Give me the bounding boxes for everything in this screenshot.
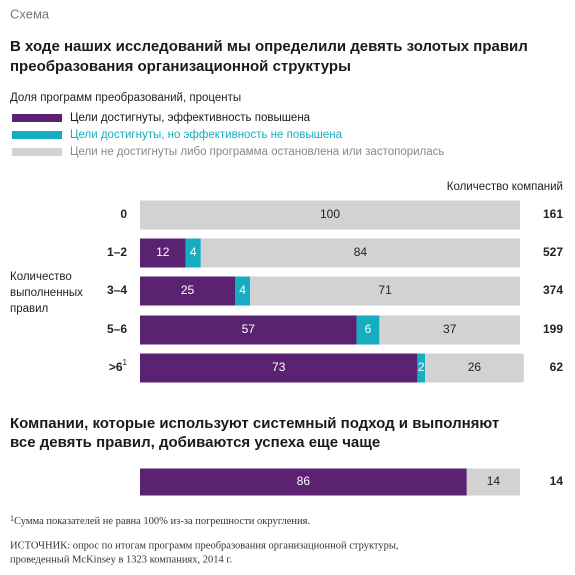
source: проведенный McKinsey в 1323 компаниях, 2… bbox=[10, 554, 232, 565]
value-label: 100 bbox=[320, 207, 340, 221]
y-axis-label: выполненных bbox=[10, 287, 83, 299]
footnote-text: Сумма показателей не равна 100% из-за по… bbox=[14, 516, 310, 527]
value-label: 2 bbox=[418, 360, 425, 374]
bar-segment bbox=[235, 276, 251, 306]
value-label: 4 bbox=[190, 245, 197, 259]
bar-segment bbox=[140, 468, 467, 496]
category-label: >61 bbox=[109, 358, 128, 374]
value-label: 57 bbox=[242, 322, 256, 336]
category-label: 3–4 bbox=[107, 283, 127, 297]
bar-segment bbox=[185, 238, 201, 268]
value-label: 6 bbox=[365, 322, 372, 336]
bar-segment bbox=[425, 353, 524, 383]
chart-title: преобразования организационной структуры bbox=[10, 58, 351, 75]
category-label: 5–6 bbox=[107, 322, 127, 336]
footnote-mark: 1 bbox=[10, 514, 14, 523]
chart-title: все девять правил, добиваются успеха еще… bbox=[10, 434, 380, 451]
footnote-mark: 1 bbox=[123, 358, 128, 367]
company-count: 14 bbox=[550, 474, 564, 488]
company-count: 62 bbox=[550, 360, 564, 374]
value-label: 71 bbox=[378, 283, 392, 297]
category-label: 0 bbox=[120, 207, 127, 221]
legend-entry: Цели достигнуты, но эффективность не пов… bbox=[70, 129, 343, 141]
legend-entry: Цели не достигнуты либо программа остано… bbox=[70, 146, 444, 158]
bar-segment bbox=[140, 276, 235, 306]
value-label: 84 bbox=[354, 245, 368, 259]
legend-swatch bbox=[12, 114, 62, 122]
subtitle: Доля программ преобразований, проценты bbox=[10, 92, 241, 104]
bar-segment bbox=[417, 353, 425, 383]
value-label: 73 bbox=[272, 360, 286, 374]
bar-segment bbox=[140, 200, 520, 230]
bar-segment bbox=[379, 315, 520, 345]
legend-swatch bbox=[12, 131, 62, 139]
value-label: 25 bbox=[181, 283, 195, 297]
bar-segment bbox=[140, 238, 186, 268]
bar-segment bbox=[356, 315, 380, 345]
source: ИСТОЧНИК: опрос по итогам программ преоб… bbox=[10, 540, 399, 551]
company-count: 527 bbox=[543, 245, 563, 259]
bar-segment bbox=[200, 238, 521, 268]
value-label: 86 bbox=[297, 474, 311, 488]
footnote: 1Сумма показателей не равна 100% из-за п… bbox=[10, 514, 310, 528]
bar-segment bbox=[140, 315, 357, 345]
bar-segment bbox=[250, 276, 520, 306]
chart-title: В ходе наших исследований мы определили … bbox=[10, 38, 528, 55]
chart-title: Компании, которые используют системный п… bbox=[10, 415, 499, 432]
bar-segment bbox=[466, 468, 520, 496]
y-axis-label: правил bbox=[10, 303, 48, 315]
category-text: 0 bbox=[120, 207, 127, 221]
category-text: >6 bbox=[109, 360, 123, 374]
value-label: 37 bbox=[443, 322, 457, 336]
value-label: 26 bbox=[468, 360, 482, 374]
value-label: 4 bbox=[239, 283, 246, 297]
company-count: 199 bbox=[543, 322, 563, 336]
category-text: 3–4 bbox=[107, 283, 127, 297]
bar-segment bbox=[140, 353, 418, 383]
company-count: 374 bbox=[543, 283, 563, 297]
value-label: 12 bbox=[156, 245, 170, 259]
company-count: 161 bbox=[543, 207, 563, 221]
count-label: Количество компаний bbox=[447, 181, 563, 193]
category-text: 5–6 bbox=[107, 322, 127, 336]
category-text: 1–2 bbox=[107, 245, 127, 259]
value-label: 14 bbox=[487, 474, 501, 488]
legend-swatch bbox=[12, 148, 62, 156]
legend-entry: Цели достигнуты, эффективность повышена bbox=[70, 112, 311, 124]
category-label: 1–2 bbox=[107, 245, 127, 259]
label: Схема bbox=[10, 6, 50, 21]
y-axis-label: Количество bbox=[10, 271, 72, 283]
